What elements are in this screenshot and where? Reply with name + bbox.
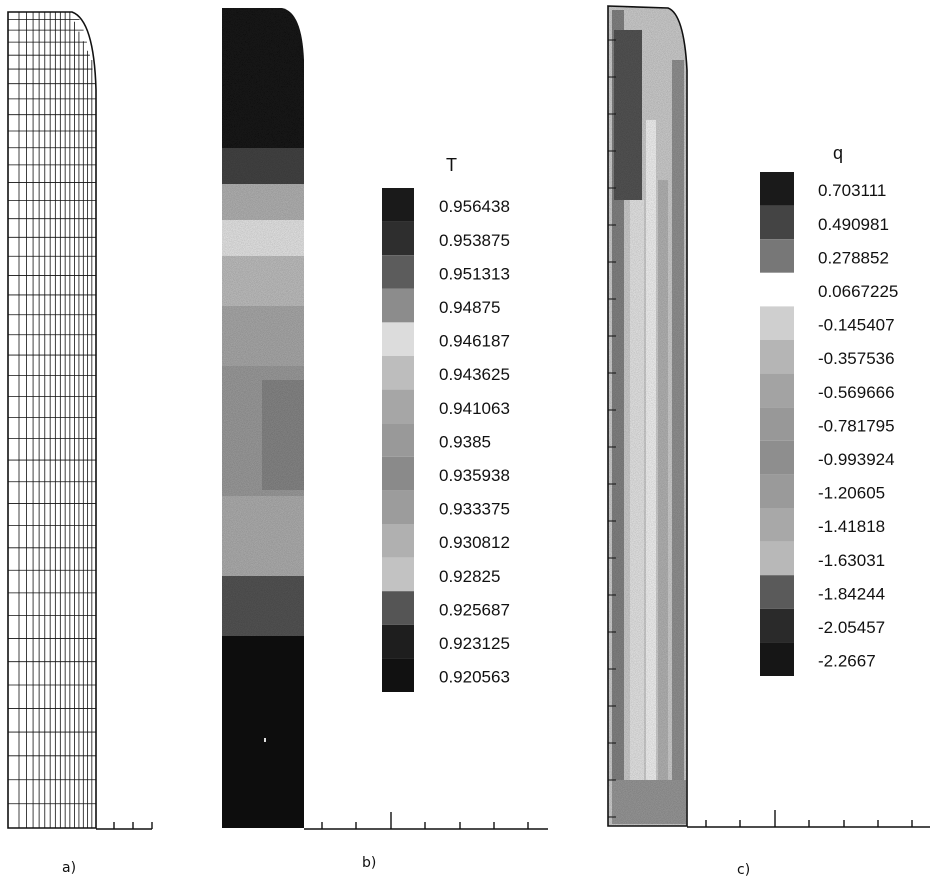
temperature-legend-swatch: [382, 188, 414, 222]
q-legend-swatch: [760, 340, 794, 374]
q-legend-value: 0.490981: [818, 215, 889, 234]
temperature-legend-value: 0.951313: [439, 264, 510, 283]
temperature-legend-value: 0.925687: [439, 600, 510, 619]
q-field-ticks: [608, 39, 616, 818]
temperature-legend-swatch: [382, 557, 414, 592]
temperature-legend-swatch: [382, 524, 414, 558]
temperature-legend: 0.956438 0.953875 0.951313 0.94875 0.946187 0…: [382, 188, 510, 692]
q-legend-value: -1.63031: [818, 551, 885, 570]
temperature-legend-value: 0.9385: [439, 432, 491, 451]
q-legend-value: 0.278852: [818, 248, 889, 267]
panel-a-mesh: a): [7, 11, 153, 876]
temperature-legend-swatch: [382, 288, 414, 323]
mesh-grid-lines: [8, 12, 96, 828]
temperature-legend-swatch: [382, 490, 414, 524]
q-legend-swatch: [760, 272, 794, 307]
q-legend-swatch: [760, 172, 794, 206]
temperature-legend-value: 0.933375: [439, 500, 510, 519]
temperature-legend-swatch: [382, 255, 414, 289]
temperature-legend-value: 0.953875: [439, 231, 510, 250]
temperature-legend-value: 0.935938: [439, 466, 510, 485]
temperature-field: [222, 8, 304, 828]
q-legend-value: -2.05457: [818, 618, 885, 637]
panel-c-axis: [687, 810, 930, 828]
temperature-legend-swatch: [382, 423, 414, 457]
q-legend-swatch: [760, 575, 794, 609]
temperature-legend-swatch: [382, 389, 414, 424]
temperature-legend-swatch: [382, 356, 414, 390]
panel-a-axis: [96, 822, 153, 830]
q-legend-value: -0.569666: [818, 383, 895, 402]
q-legend-value: -2.2667: [818, 652, 876, 671]
q-legend-swatch: [760, 306, 794, 340]
panel-c-q-field: 0.703111 0.490981 0.278852 0.0667225 -0.1454…: [607, 5, 930, 878]
panel-c-label: c): [737, 862, 750, 878]
q-legend-swatch: [760, 608, 794, 643]
q-legend-value: -0.145407: [818, 316, 895, 335]
q-legend-swatch: [760, 373, 794, 408]
temperature-legend-value: 0.92825: [439, 567, 500, 586]
temperature-legend-value: 0.923125: [439, 634, 510, 653]
q-legend-value: -0.781795: [818, 416, 895, 435]
q-legend-value: 0.703111: [818, 181, 886, 200]
q-field-outline: [607, 5, 688, 827]
temperature-legend-value: 0.920563: [439, 668, 510, 687]
mesh-outline: [7, 11, 97, 829]
temperature-legend-value: 0.943625: [439, 365, 510, 384]
q-legend-title: q: [833, 143, 843, 163]
temperature-legend-swatch: [382, 221, 414, 256]
q-legend-swatch: [760, 407, 794, 441]
q-legend-value: -0.993924: [818, 450, 895, 469]
q-legend-swatch: [760, 440, 794, 475]
temperature-legend-swatch: [382, 456, 414, 491]
q-field: [608, 6, 687, 826]
q-legend-value: -1.20605: [818, 484, 885, 503]
q-legend-swatch: [760, 205, 794, 240]
temperature-legend-value: 0.946187: [439, 332, 510, 351]
q-legend-swatch: [760, 474, 794, 508]
temperature-legend-swatch: [382, 591, 414, 625]
temperature-legend-swatch: [382, 624, 414, 659]
temperature-legend-swatch: [382, 658, 414, 692]
temperature-legend-swatch: [382, 322, 414, 356]
q-legend-swatch: [760, 239, 794, 273]
temperature-legend-title: T: [446, 155, 457, 175]
q-legend-value: 0.0667225: [818, 282, 898, 301]
q-legend-swatch: [760, 541, 794, 576]
temperature-legend-value: 0.941063: [439, 399, 510, 418]
panel-b-temperature: 0.956438 0.953875 0.951313 0.94875 0.946187 0…: [222, 8, 548, 871]
q-legend-swatch: [760, 508, 794, 542]
q-legend-value: -1.84244: [818, 584, 885, 603]
temperature-legend-value: 0.956438: [439, 197, 510, 216]
q-legend-value: -1.41818: [818, 517, 885, 536]
q-legend-swatch: [760, 642, 794, 676]
panel-a-label: a): [62, 860, 76, 876]
temperature-legend-value: 0.930812: [439, 533, 510, 552]
temperature-legend-value: 0.94875: [439, 298, 500, 317]
panel-b-axis: [304, 812, 548, 830]
panel-b-label: b): [362, 855, 376, 871]
q-legend-value: -0.357536: [818, 349, 895, 368]
q-legend: 0.703111 0.490981 0.278852 0.0667225 -0.1454…: [760, 172, 898, 676]
